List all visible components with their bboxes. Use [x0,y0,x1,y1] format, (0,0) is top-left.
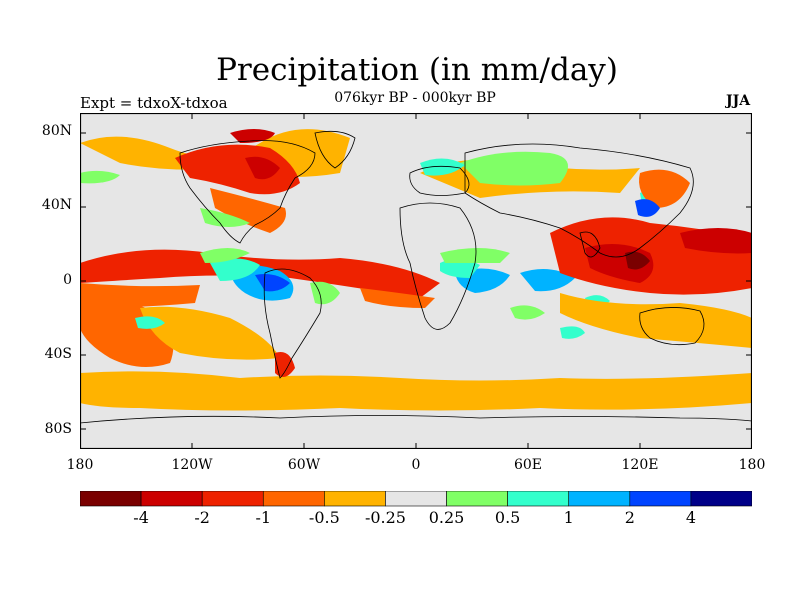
colorbar [80,491,752,507]
y-tick-label: 80S [44,421,72,437]
coast-asia [464,143,694,258]
experiment-label: Expt = tdxoX-tdxoa [80,94,228,112]
field-south-orange [80,306,752,411]
period-label: 076kyr BP - 000kyr BP [334,90,496,106]
colorbar-swatch [80,491,142,507]
colorbar-swatch [262,491,325,507]
season-label: JJA [726,93,751,109]
y-tick-marks [80,132,752,430]
x-tick-label: 0 [411,457,421,473]
coast-north-america [179,140,316,244]
field-north-america-orange [210,188,286,233]
x-tick-label: 60E [513,457,543,473]
colorbar-swatch [385,491,447,507]
colorbar-label: -0.5 [308,508,340,527]
coast-africa [399,202,477,330]
y-tick-label: 0 [63,272,72,288]
map-title: Precipitation (in mm/day) [216,52,618,88]
colorbar-label: 4 [685,508,696,527]
field-tropical-strong-wet [255,274,290,292]
x-tick-label: 180 [66,457,94,473]
field-south-teal [135,316,585,339]
x-tick-label: 60W [287,457,321,473]
colorbar-swatch [690,491,752,507]
colorbar-label: -1 [255,508,272,527]
field-south-pacific [80,288,174,367]
y-tick-label: 80N [41,123,72,139]
field-asia-wet [635,199,660,217]
field-maritime-orange [560,293,752,348]
x-tick-label: 120W [171,457,213,473]
y-tick-label: 40S [44,346,72,362]
field-north-wet [80,151,568,227]
precipitation-map [80,113,752,449]
coast-antarctica [80,415,752,424]
x-tick-label: 120E [621,457,659,473]
colorbar-swatch [629,491,692,507]
colorbar-swatch [201,491,264,507]
field-north-america-dry [175,129,300,195]
colorbar-swatch [446,491,508,507]
colorbar-label: -0.25 [364,508,406,527]
colorbar-swatch [324,491,386,507]
x-tick-label: 180 [738,457,766,473]
colorbar-swatch [507,491,570,507]
coastlines [80,130,752,424]
coast-australia [639,307,705,346]
coast-greenland [314,130,356,169]
colorbar-swatch [568,491,631,507]
colorbar-label: -4 [133,508,149,527]
field-patagonia-dry [275,352,295,377]
field-asia-darkest [625,251,650,270]
colorbar-label: 0.25 [428,508,465,527]
colorbar-label: 1 [563,508,574,527]
colorbar-label: 2 [624,508,635,527]
coast-south-america [263,268,322,379]
colorbar-label: 0.5 [494,508,521,527]
colorbar-swatch [140,491,203,507]
colorbar-label: -2 [194,508,210,527]
x-tick-marks [191,113,641,449]
coast-india [579,231,601,258]
y-tick-label: 40N [41,197,72,213]
